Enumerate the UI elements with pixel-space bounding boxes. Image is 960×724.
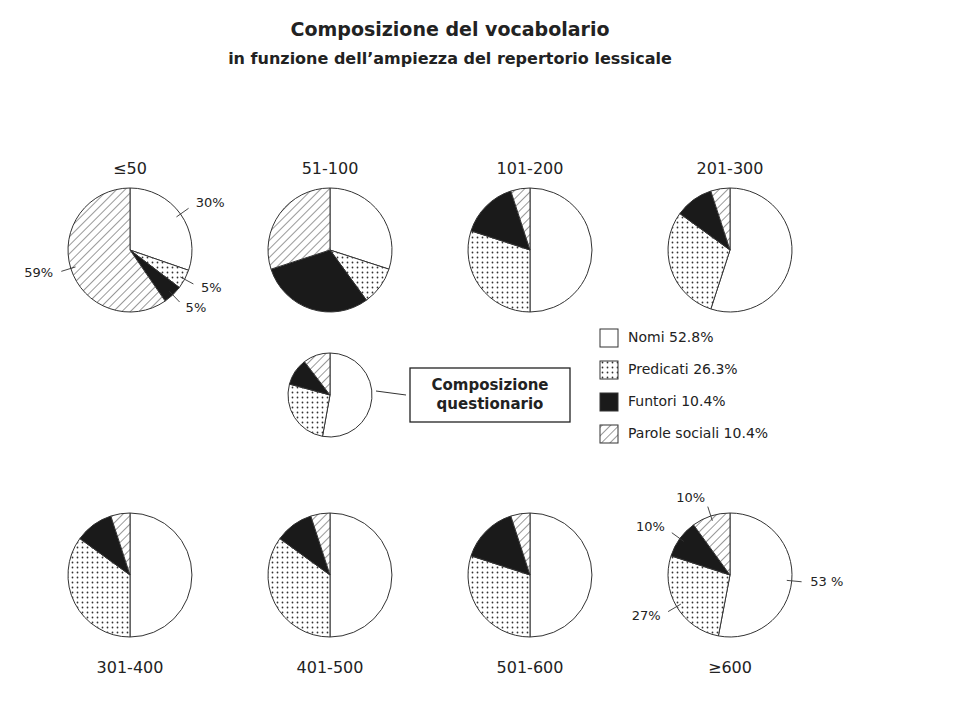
pie-group: 301-400 (68, 513, 192, 677)
legend-swatch-hatch (600, 425, 618, 443)
data-label: 10% (636, 519, 665, 534)
slice-hatch (694, 513, 730, 575)
legend-swatch (600, 361, 618, 379)
annotation: Composizione (431, 376, 548, 394)
legend-swatch-hatch (600, 361, 618, 379)
slice-hatch (111, 513, 130, 575)
pie-title: 401-500 (297, 658, 364, 677)
data-label: 27% (632, 608, 661, 623)
pie-slice (694, 513, 730, 575)
pie-slice (130, 513, 192, 637)
slice-hatch (268, 188, 330, 269)
pie-group: 501-600 (468, 513, 592, 677)
legend-label: Parole sociali 10.4% (628, 425, 768, 441)
pie-slice (530, 188, 592, 312)
leader-line (708, 507, 713, 521)
legend-swatch (600, 393, 618, 411)
data-label: 5% (186, 300, 207, 315)
pie-slice (330, 513, 392, 637)
pie-group: 401-500 (268, 513, 392, 677)
pie-slice (311, 513, 330, 575)
data-label: 53 % (810, 574, 843, 589)
pie-slice (511, 188, 530, 250)
pie-group: 51-100 (268, 159, 392, 312)
pie-slice (68, 188, 165, 312)
pie-title: 301-400 (97, 658, 164, 677)
pie-title: ≥600 (708, 658, 752, 677)
leader-line (180, 277, 193, 284)
summary-pie (288, 353, 372, 437)
data-label: 10% (676, 490, 705, 505)
legend-label: Funtori 10.4% (628, 393, 726, 409)
legend-swatch (600, 329, 618, 347)
leader-line (176, 208, 188, 217)
title: Composizione del vocabolario (291, 18, 610, 40)
pie-group: 30% 5% 5% 59% ≤50 (24, 159, 224, 315)
leader-line (668, 604, 681, 612)
pie-title: 501-600 (497, 658, 564, 677)
legend: Nomi 52.8% Predicati 26.3% Funtori 10.4% Pa… (600, 329, 768, 443)
legend-swatch (600, 425, 618, 443)
slice-hatch (711, 188, 730, 250)
data-label: 30% (196, 195, 225, 210)
slice-hatch (68, 188, 165, 312)
legend-label: Predicati 26.3% (628, 361, 738, 377)
leader-line (672, 533, 684, 542)
legend-label: Nomi 52.8% (628, 329, 714, 345)
connector (376, 391, 406, 395)
pie-slice (268, 188, 330, 269)
annotation-box (410, 368, 570, 422)
pie-slice (304, 353, 330, 395)
pie-slice (511, 513, 530, 575)
slice-hatch (311, 513, 330, 575)
pie-group: 53 % 27% 10% 10% ≥600 (632, 490, 844, 677)
pie-group: 101-200 (468, 159, 592, 312)
data-label: 59% (24, 265, 53, 280)
leader-line (169, 291, 179, 302)
slice-hatch (511, 513, 530, 575)
leader-line (787, 580, 802, 581)
pie-group: 201-300 (668, 159, 792, 312)
pie-title: 51-100 (302, 159, 359, 178)
pie-slice (530, 513, 592, 637)
pie-slice (711, 188, 730, 250)
slice-hatch (511, 188, 530, 250)
chart: 30% 5% 5% 59% ≤50 51-100 101-200 201-300 301-400… (0, 0, 960, 724)
slice-hatch (304, 353, 330, 395)
subtitle: in funzione dell’ampiezza del repertorio… (228, 49, 672, 68)
leader-line (61, 267, 75, 271)
pie-slice (111, 513, 130, 575)
pie-title: 201-300 (697, 159, 764, 178)
pie-title: 101-200 (497, 159, 564, 178)
pie-title: ≤50 (113, 159, 147, 178)
annotation: questionario (437, 395, 544, 413)
data-label: 5% (201, 280, 222, 295)
